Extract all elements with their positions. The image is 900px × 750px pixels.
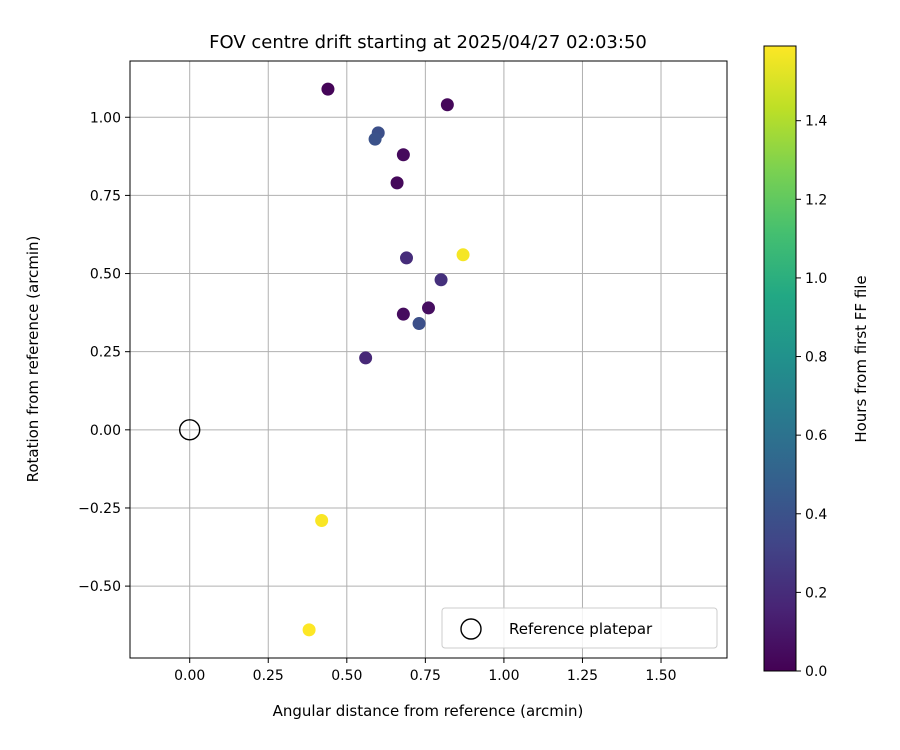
data-point	[368, 132, 382, 146]
x-tick-label: 1.50	[645, 668, 676, 684]
legend-marker-reference	[460, 618, 482, 640]
plot-area	[129, 60, 728, 659]
colorbar-tick-label: 1.2	[805, 192, 827, 208]
colorbar-tick-label: 1.4	[805, 114, 827, 130]
data-point	[359, 351, 373, 365]
data-point	[302, 623, 316, 637]
y-tick-label: −0.25	[78, 501, 121, 517]
data-point	[412, 317, 426, 331]
x-tick-label: 0.25	[253, 668, 284, 684]
plot-background	[130, 61, 727, 658]
y-axis-label: Rotation from reference (arcmin)	[24, 236, 42, 483]
colorbar: 0.0 0.2 0.4 0.6 0.8 1.0 1.2 1.4 Hours from firs…	[763, 45, 870, 680]
colorbar-tick-label: 0.4	[805, 507, 827, 523]
data-point	[400, 251, 414, 265]
y-axis-ticks: −0.50 −0.25 0.00 0.25 0.50 0.75 1.00	[78, 110, 130, 595]
colorbar-ticks: 0.0 0.2 0.4 0.6 0.8 1.0 1.2 1.4	[796, 114, 827, 680]
data-point	[434, 273, 448, 287]
x-tick-label: 0.00	[174, 668, 205, 684]
colorbar-tick-label: 0.6	[805, 428, 827, 444]
legend-box	[441, 607, 718, 649]
data-point	[456, 248, 470, 262]
y-tick-label: 1.00	[90, 110, 121, 126]
grid-lines	[130, 61, 727, 658]
data-point	[440, 98, 454, 112]
colorbar-tick-label: 0.2	[805, 585, 827, 601]
x-tick-label: 1.00	[488, 668, 519, 684]
x-tick-label: 1.25	[567, 668, 598, 684]
y-tick-label: 0.50	[90, 267, 121, 283]
data-point	[396, 148, 410, 162]
data-point	[422, 301, 435, 315]
legend: Reference platepar	[441, 607, 718, 649]
data-point	[390, 176, 404, 190]
colorbar-tick-label: 1.0	[805, 271, 827, 287]
x-axis-label: Angular distance from reference (arcmin)	[273, 702, 584, 720]
data-points	[302, 82, 470, 637]
data-point	[396, 307, 410, 321]
legend-label-reference: Reference platepar	[509, 620, 653, 638]
y-tick-label: 0.00	[90, 423, 121, 439]
y-tick-label: 0.25	[90, 345, 121, 361]
colorbar-label: Hours from first FF file	[852, 275, 870, 442]
colorbar-gradient	[764, 46, 796, 671]
data-point	[321, 82, 335, 96]
chart-title: FOV centre drift starting at 2025/04/27 …	[209, 32, 647, 53]
colorbar-frame	[763, 45, 797, 672]
x-tick-label: 0.75	[410, 668, 441, 684]
colorbar-tick-label: 0.8	[805, 350, 827, 366]
y-tick-label: 0.75	[90, 188, 121, 204]
colorbar-tick-label: 0.0	[805, 664, 827, 680]
x-tick-label: 0.50	[331, 668, 362, 684]
data-point	[315, 513, 329, 527]
x-axis-ticks: 0.00 0.25 0.50 0.75 1.00 1.25 1.50	[174, 658, 677, 684]
reference-marker	[178, 419, 201, 441]
plot-frame	[129, 60, 728, 659]
reference-layer	[178, 419, 201, 441]
y-tick-label: −0.50	[78, 579, 121, 595]
